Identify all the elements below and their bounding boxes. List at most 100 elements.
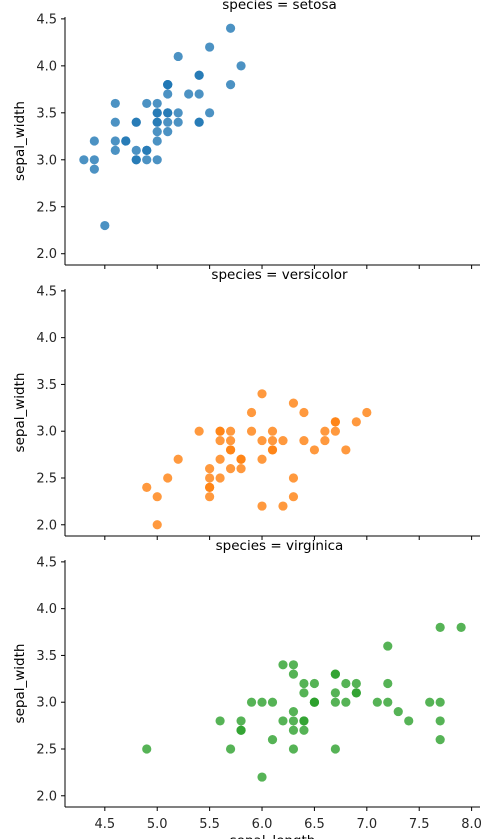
data-point [194, 70, 204, 80]
data-point [299, 435, 309, 446]
data-point [152, 98, 162, 109]
data-point [288, 716, 299, 726]
data-point [278, 660, 288, 670]
y-tick-label: 2.5 [36, 471, 57, 486]
data-point [257, 389, 267, 399]
data-point [267, 435, 278, 446]
x-tick-label: 7.0 [356, 817, 377, 832]
data-point [456, 622, 466, 632]
data-point [320, 435, 330, 446]
data-point [246, 426, 257, 436]
panel-setosa: 2.0 2.5 3.0 3.5 4.0 4.5 species = setosa sepal_… [12, 0, 480, 269]
y-tick-label: 4.5 [36, 555, 57, 570]
panel-title: species = versicolor [211, 267, 348, 283]
data-point [267, 426, 278, 436]
y-tick-label: 3.5 [36, 649, 57, 664]
y-tick-label: 3.0 [36, 425, 57, 440]
data-point [142, 155, 152, 165]
data-point [121, 136, 131, 146]
data-point [163, 473, 173, 483]
data-point [362, 407, 372, 418]
x-tick-label: 8.0 [461, 817, 482, 832]
data-point [215, 473, 225, 483]
data-point [372, 697, 382, 707]
data-point [152, 117, 162, 127]
data-point [341, 697, 351, 707]
data-point [215, 716, 225, 726]
data-point [215, 426, 225, 436]
y-tick-label: 4.0 [36, 59, 57, 74]
data-point [341, 445, 351, 455]
data-point [142, 98, 152, 109]
data-point [288, 473, 299, 483]
data-point [131, 145, 141, 155]
data-point [236, 61, 246, 71]
data-point [173, 454, 183, 464]
data-point [79, 155, 89, 165]
data-point [288, 660, 299, 670]
data-point [152, 108, 162, 118]
y-axis-label: sepal_width [12, 101, 28, 181]
data-point [383, 678, 393, 689]
y-tick-label: 4.5 [36, 284, 57, 299]
x-tick-label: 6.0 [252, 817, 273, 832]
x-tick-label: 5.0 [147, 817, 168, 832]
data-point [163, 80, 173, 90]
data-point [163, 89, 173, 99]
y-tick-label: 4.0 [36, 331, 57, 346]
data-point [225, 744, 236, 754]
data-point [194, 89, 204, 99]
panel-virginica: 2.0 2.5 3.0 3.5 4.0 4.5 4.5 5.0 5.5 6.0 6.5 7.0 7.5 8… [12, 538, 482, 839]
data-point [110, 117, 120, 127]
data-point [288, 492, 299, 502]
x-tick-label: 6.5 [304, 817, 325, 832]
data-point [246, 407, 257, 418]
data-point [435, 622, 445, 632]
data-point [257, 435, 267, 446]
data-point [278, 435, 288, 446]
data-point [205, 492, 215, 502]
data-point [89, 164, 99, 174]
data-point [383, 697, 393, 707]
data-point [205, 473, 215, 483]
data-point [173, 117, 183, 127]
data-point [246, 697, 257, 707]
y-tick-label: 2.0 [36, 518, 57, 533]
data-point [404, 716, 414, 726]
data-point [320, 426, 330, 436]
data-point [225, 80, 236, 90]
data-point [435, 716, 445, 726]
data-point [330, 669, 340, 679]
data-point [236, 716, 246, 726]
data-point [278, 716, 288, 726]
data-point [383, 641, 393, 651]
y-tick-label: 2.5 [36, 200, 57, 215]
data-point [257, 501, 267, 511]
data-point [435, 697, 445, 707]
data-point [288, 725, 299, 735]
y-tick-label: 2.0 [36, 247, 57, 262]
data-point [152, 127, 162, 137]
panel-versicolor: 2.0 2.5 3.0 3.5 4.0 4.5 species = versicolor se… [12, 267, 480, 540]
data-point [184, 89, 194, 99]
data-point [194, 117, 204, 127]
data-point [236, 454, 246, 464]
data-point [299, 678, 309, 689]
data-point [330, 688, 340, 698]
data-point [173, 51, 183, 62]
data-point [309, 697, 320, 707]
data-point [435, 735, 445, 745]
data-point [225, 426, 236, 436]
data-point [257, 697, 267, 707]
data-point [393, 706, 403, 717]
data-point [225, 445, 236, 455]
y-tick-label: 2.0 [36, 789, 57, 804]
data-point [351, 417, 361, 427]
data-point [351, 678, 361, 689]
data-point [236, 464, 246, 474]
x-tick-label: 4.5 [94, 817, 115, 832]
y-tick-label: 3.0 [36, 153, 57, 168]
data-point [330, 417, 340, 427]
data-point [225, 464, 236, 474]
data-point [236, 725, 246, 735]
